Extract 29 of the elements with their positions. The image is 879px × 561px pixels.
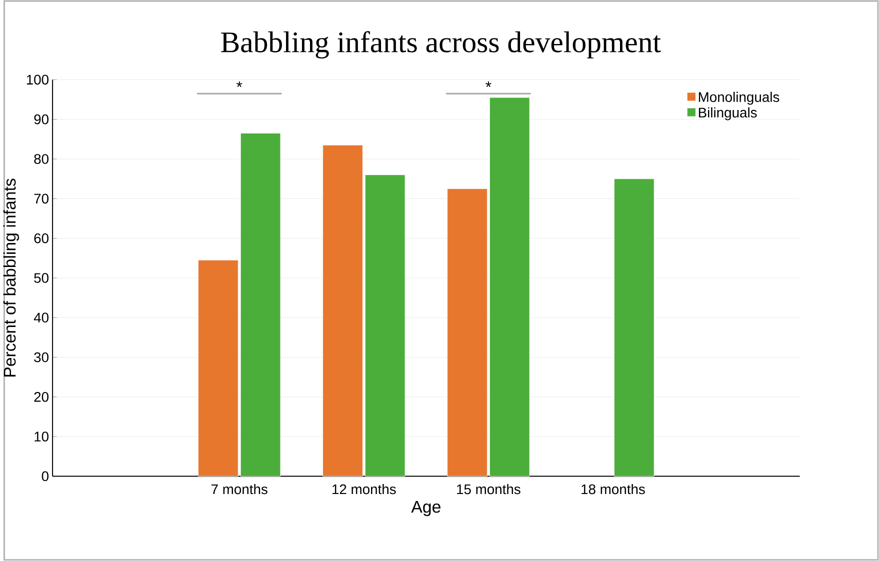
bar bbox=[198, 260, 238, 476]
y-tick-label: 30 bbox=[34, 352, 49, 362]
y-tick-label: 80 bbox=[34, 154, 49, 164]
bar bbox=[240, 133, 281, 476]
bar bbox=[364, 174, 406, 476]
bar bbox=[489, 97, 530, 476]
x-tick-label: 12 months bbox=[332, 484, 396, 494]
bar bbox=[447, 188, 488, 476]
x-tick-label: 7 months bbox=[212, 484, 268, 494]
y-tick-label: 60 bbox=[34, 233, 49, 244]
legend-label: Bilinguals bbox=[698, 107, 757, 120]
y-tick-label: 10 bbox=[34, 432, 49, 442]
y-tick-label: 90 bbox=[34, 114, 49, 124]
x-tick-label: 18 months bbox=[582, 484, 645, 494]
x-axis-title: Age bbox=[411, 501, 440, 516]
y-tick-label: 70 bbox=[34, 194, 49, 204]
y-tick-label: 20 bbox=[34, 392, 49, 402]
y-tick-label: 50 bbox=[34, 273, 49, 283]
x-tick-label: 15 months bbox=[457, 484, 520, 494]
y-tick-label: 0 bbox=[42, 471, 49, 482]
y-tick-label: 100 bbox=[26, 74, 48, 85]
bar bbox=[322, 144, 363, 476]
bar bbox=[614, 178, 654, 476]
legend-label: Monolinguals bbox=[698, 92, 780, 105]
y-tick-label: 40 bbox=[34, 312, 49, 323]
annotation: * bbox=[486, 81, 492, 88]
annotation: * bbox=[236, 81, 242, 88]
chart-title: Babbling infants across development bbox=[221, 31, 661, 59]
y-axis-title: Percent of babbling infants bbox=[3, 178, 20, 377]
